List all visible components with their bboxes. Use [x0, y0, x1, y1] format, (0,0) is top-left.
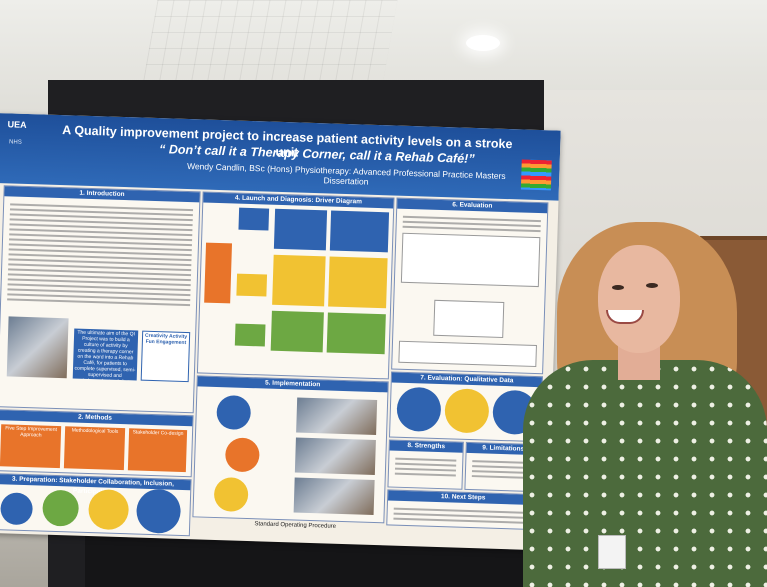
- bar-chart: [433, 299, 505, 338]
- driver-aim-box: [204, 242, 233, 304]
- section-heading: 2. Methods: [0, 410, 193, 427]
- id-badge: [598, 535, 626, 569]
- university-logo: UEA: [7, 119, 27, 130]
- evaluation-text: [402, 213, 541, 235]
- secondary-driver: [270, 310, 324, 353]
- poster: UEA NHS A Quality improvement project to…: [0, 113, 561, 551]
- next-steps-text: [393, 505, 532, 527]
- section-heading: 10. Next Steps: [388, 490, 539, 506]
- methods-box: Methodological Tools: [63, 426, 126, 471]
- pdsa-cycle: [224, 437, 260, 473]
- quote-bubble: [396, 386, 442, 433]
- stakeholder-circle: [135, 488, 182, 534]
- ceiling-light: [466, 35, 500, 51]
- section-heading: 6. Evaluation: [397, 198, 548, 214]
- section-heading: 1. Introduction: [4, 186, 200, 203]
- pdsa-cycle: [213, 476, 249, 513]
- section-implementation: 5. Implementation: [192, 375, 389, 524]
- stakeholder-circle: [87, 489, 130, 531]
- section-evaluation: 6. Evaluation: [391, 197, 549, 375]
- section-heading: 8. Strengths: [389, 440, 463, 453]
- section-strengths: 8. Strengths: [387, 439, 464, 490]
- methods-box: Five Step Improvement Approach: [0, 424, 62, 469]
- primary-driver: [236, 273, 268, 297]
- intro-text: [7, 200, 194, 309]
- before-after-chart: [398, 340, 537, 368]
- section-heading: 7. Evaluation: Qualitative Data: [391, 372, 542, 388]
- pdsa-cycle: [216, 395, 252, 431]
- section-introduction: 1. Introduction The ultimate aim of the …: [0, 185, 201, 414]
- section-heading: 3. Preparation: Stakeholder Collaboratio…: [0, 474, 191, 496]
- ward-photo: [6, 316, 69, 379]
- person-dress: [523, 360, 767, 587]
- run-chart: [400, 232, 541, 288]
- implementation-photo: [294, 437, 376, 476]
- quote-bubble: [444, 388, 490, 434]
- section-methods: 2. Methods Five Step Improvement Approac…: [0, 409, 194, 478]
- aim-box: The ultimate aim of the QI Project was t…: [72, 328, 139, 381]
- secondary-driver: [273, 208, 328, 251]
- primary-driver: [238, 207, 270, 231]
- section-next-steps: 10. Next Steps: [386, 489, 540, 531]
- implementation-photo: [296, 397, 378, 436]
- strengths-text: [394, 455, 457, 480]
- primary-driver: [234, 323, 266, 347]
- implementation-photo: [293, 477, 375, 515]
- person-eye: [612, 285, 624, 290]
- methods-box: Stakeholder Co-design: [127, 428, 188, 473]
- change-idea: [328, 256, 388, 309]
- nhs-logo: NHS: [8, 139, 22, 146]
- colour-badge: [520, 159, 552, 191]
- change-idea: [329, 210, 390, 253]
- section-qualitative: 7. Evaluation: Qualitative Data: [389, 371, 544, 443]
- secondary-driver: [272, 254, 326, 307]
- change-idea: [326, 312, 386, 355]
- section-heading: 4. Launch and Diagnosis: Driver Diagram: [203, 192, 394, 209]
- stakeholder-circle: [0, 492, 34, 526]
- person-face: [598, 245, 680, 353]
- section-heading: 5. Implementation: [197, 376, 388, 393]
- section-preparation: 3. Preparation: Stakeholder Collaboratio…: [0, 473, 192, 537]
- stakeholder-circle: [42, 489, 80, 527]
- ceiling-tiles: [142, 0, 398, 85]
- rehab-cafe-logo: Creativity Activity Fun Engagement: [140, 330, 191, 383]
- section-driver-diagram: 4. Launch and Diagnosis: Driver Diagram: [196, 191, 395, 380]
- person-eye: [646, 283, 658, 288]
